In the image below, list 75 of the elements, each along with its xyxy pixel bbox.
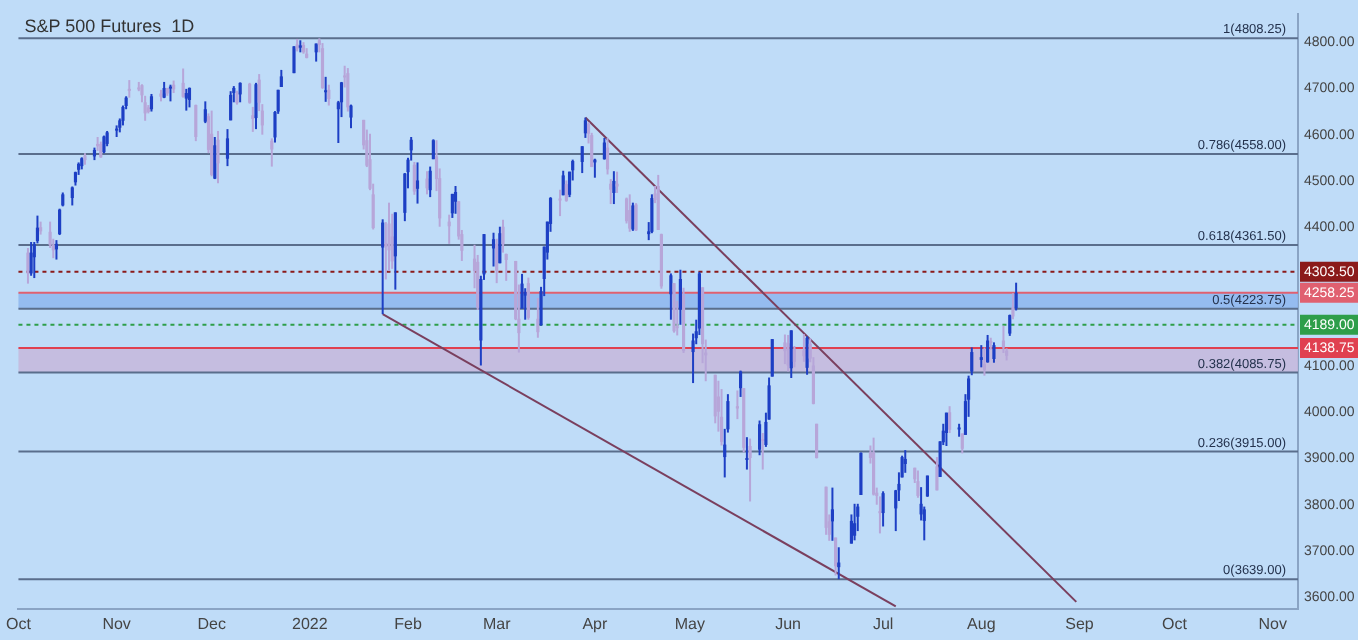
x-tick-label: May xyxy=(674,614,706,633)
candlestick xyxy=(498,225,502,265)
candlestick xyxy=(254,81,258,131)
candlestick xyxy=(58,207,62,237)
candlestick xyxy=(26,247,30,285)
candlestick xyxy=(1011,292,1015,321)
candlestick xyxy=(612,170,616,206)
candlestick xyxy=(979,344,983,369)
candlestick xyxy=(824,485,828,536)
candlestick xyxy=(783,333,787,366)
candlestick xyxy=(605,136,610,176)
candlestick xyxy=(327,83,331,107)
candlestick xyxy=(757,419,762,457)
candlestick xyxy=(802,333,806,363)
x-tick-label: Feb xyxy=(394,614,423,633)
candlestick xyxy=(970,346,974,377)
candlestick xyxy=(992,341,996,364)
candlestick xyxy=(602,136,606,161)
candlestick xyxy=(713,373,717,425)
candlestick xyxy=(650,193,654,235)
candlestick xyxy=(225,128,230,168)
x-tick-label: Dec xyxy=(197,614,226,633)
x-tick-label: 2022 xyxy=(292,614,329,633)
candlestick xyxy=(248,81,252,105)
candlestick xyxy=(194,103,198,143)
x-tick-label: Oct xyxy=(1162,614,1189,633)
candlestick xyxy=(320,42,325,90)
candlestick xyxy=(453,185,458,215)
candlestick xyxy=(580,145,584,175)
candlestick xyxy=(786,333,790,373)
x-tick-label: Sep xyxy=(1065,614,1095,633)
candlestick xyxy=(669,272,673,321)
candlestick xyxy=(745,436,749,471)
candlestick xyxy=(536,296,540,339)
x-tick-label: Aug xyxy=(967,614,996,633)
candlestick xyxy=(415,161,420,205)
candlestick xyxy=(187,86,192,109)
candlestick xyxy=(935,456,939,492)
candlestick xyxy=(70,185,74,207)
candlestick xyxy=(425,170,429,196)
candlestick xyxy=(805,335,809,376)
candlestick xyxy=(738,369,743,398)
candlestick xyxy=(29,240,33,277)
candlestick xyxy=(504,252,508,282)
candlestick xyxy=(491,231,496,268)
candlestick xyxy=(412,160,416,196)
candlestick xyxy=(878,495,882,535)
x-tick-label: Nov xyxy=(102,614,131,633)
candlestick xyxy=(387,201,391,273)
candlestick xyxy=(770,338,774,378)
candlestick xyxy=(181,67,185,99)
x-tick-label: Jul xyxy=(872,614,894,633)
x-tick-label: Nov xyxy=(1258,614,1287,633)
candlestick xyxy=(558,188,562,218)
x-tick-label: Jun xyxy=(775,614,801,633)
candlestick xyxy=(856,502,860,533)
candlestick xyxy=(539,285,543,327)
candlestick xyxy=(583,116,587,139)
candlestick xyxy=(948,405,952,435)
candlestick xyxy=(916,469,920,499)
candlestick xyxy=(719,388,724,447)
candlestick xyxy=(216,129,220,185)
candlestick xyxy=(631,201,635,232)
chart-title: S&P 500 Futures 1D xyxy=(24,16,196,37)
candlestick xyxy=(859,451,863,497)
candlestick xyxy=(121,104,125,127)
candlestick xyxy=(349,103,353,130)
x-tick-label: Mar xyxy=(482,614,512,633)
candlestick xyxy=(203,100,207,125)
x-tick-label: Oct xyxy=(5,614,33,633)
candlestick xyxy=(881,490,885,528)
candlestick xyxy=(634,202,638,232)
candlestick xyxy=(624,196,629,225)
candlestick xyxy=(1014,281,1018,312)
x-tick-label: Apr xyxy=(582,614,608,633)
